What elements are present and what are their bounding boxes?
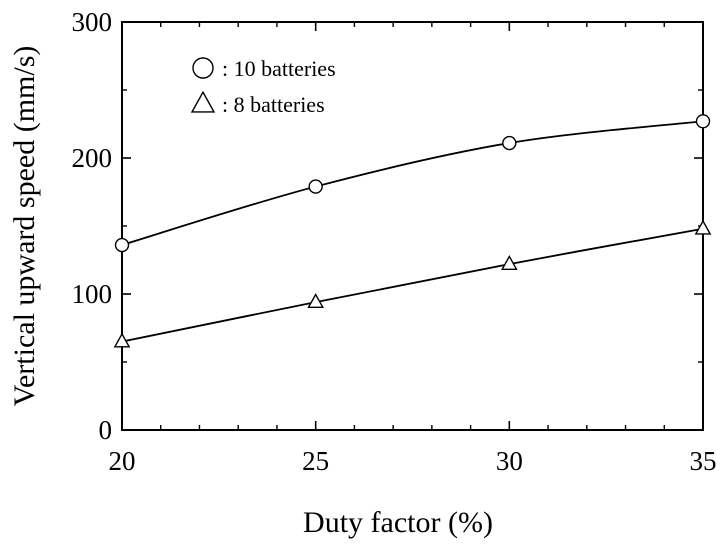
series-line-circle	[121, 120, 704, 246]
x-tick-label: 30	[496, 446, 523, 476]
plot-frame	[121, 21, 704, 431]
series-group	[113, 114, 712, 348]
x-tick-label: 35	[690, 446, 717, 476]
data-point-circle	[114, 237, 130, 253]
legend-label-triangle: : 8 batteries	[222, 92, 325, 117]
legend: : 10 batteries : 8 batteries	[190, 56, 336, 117]
ticks: 20 25 30 35 0 100 200 300	[72, 7, 717, 476]
series-line-triangle	[121, 227, 704, 343]
data-point-circle	[695, 114, 711, 129]
legend-marker-triangle	[190, 90, 216, 113]
data-point-triangle	[500, 254, 518, 270]
y-tick-label: 100	[72, 279, 113, 309]
x-axis-title: Duty factor (%)	[303, 506, 493, 539]
legend-marker-circle	[192, 57, 214, 79]
data-point-triangle	[307, 293, 325, 309]
data-point-circle	[502, 135, 517, 151]
y-axis-title: Vertical upward speed (mm/s)	[8, 46, 41, 407]
x-tick-label: 20	[109, 446, 136, 476]
data-point-triangle	[113, 332, 131, 348]
data-point-triangle	[694, 219, 712, 235]
y-tick-label: 0	[99, 415, 113, 445]
y-tick-label: 200	[72, 143, 113, 173]
axes	[121, 21, 704, 431]
x-tick-label: 25	[302, 446, 329, 476]
data-point-circle	[308, 179, 323, 194]
y-tick-label: 300	[72, 7, 113, 37]
legend-label-circle: : 10 batteries	[222, 56, 336, 81]
